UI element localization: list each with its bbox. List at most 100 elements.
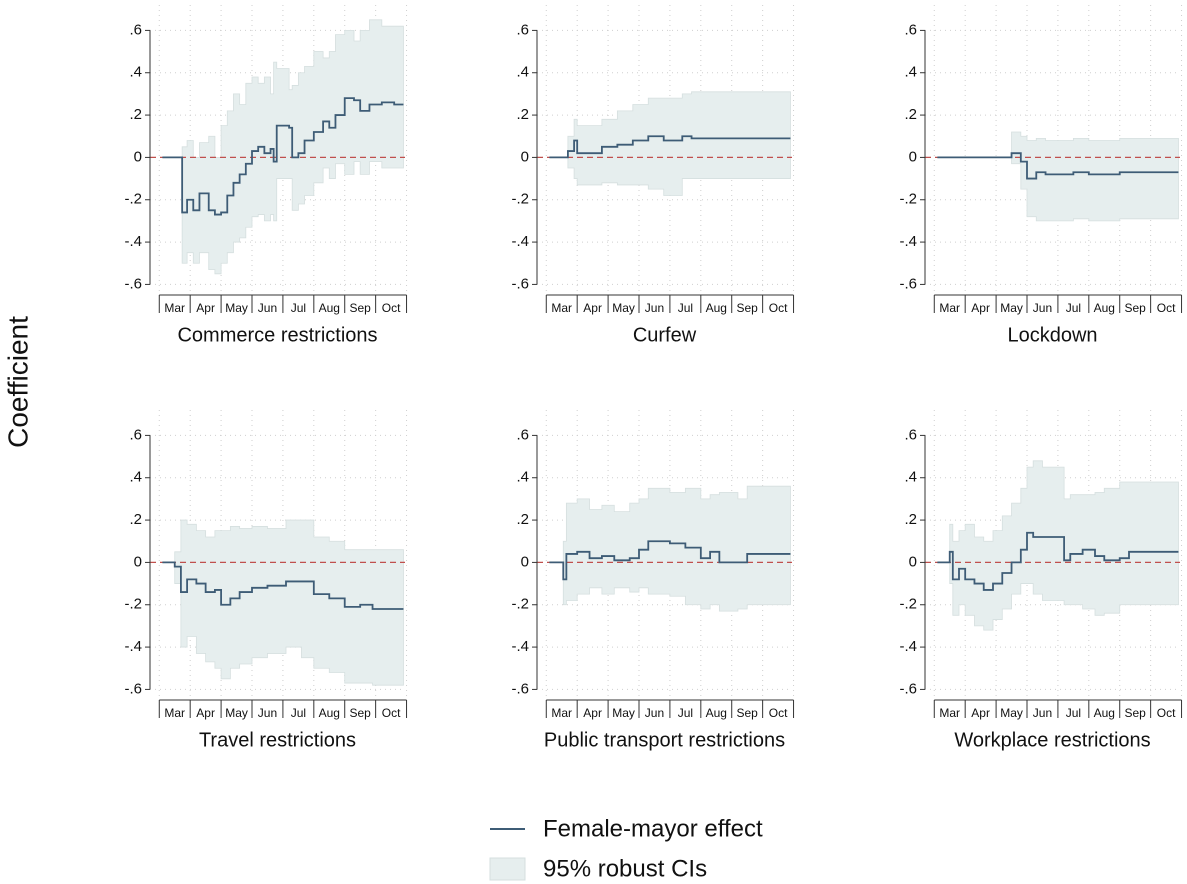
x-tick-label: Oct xyxy=(382,301,401,315)
y-tick-label: .4 xyxy=(516,469,529,486)
effect-line xyxy=(162,561,404,610)
x-tick-label: Jun xyxy=(645,706,664,720)
x-tick-label: Apr xyxy=(971,706,990,720)
x-tick-label: Aug xyxy=(319,301,340,315)
y-tick-label: -.6 xyxy=(511,680,529,697)
x-tick-label: Oct xyxy=(1157,706,1176,720)
x-tick-label: May xyxy=(1000,706,1023,720)
x-tick-label: Jul xyxy=(291,706,306,720)
y-tick-label: .4 xyxy=(129,469,142,486)
y-tick-label: .2 xyxy=(904,511,917,528)
y-tick-label: -.6 xyxy=(124,680,142,697)
ci-band xyxy=(162,519,404,686)
y-tick-label: 0 xyxy=(521,553,529,570)
x-tick-label: May xyxy=(612,706,635,720)
y-tick-label: -.2 xyxy=(899,596,917,613)
panel-title: Travel restrictions xyxy=(199,729,356,751)
effect-line xyxy=(549,540,791,581)
x-tick-label: Apr xyxy=(196,706,215,720)
y-tick-label: -.6 xyxy=(899,275,917,292)
y-tick-label: -.4 xyxy=(511,638,529,655)
x-tick-label: Mar xyxy=(551,301,572,315)
x-tick-label: Aug xyxy=(319,706,340,720)
y-tick-label: -.2 xyxy=(899,191,917,208)
x-tick-label: Aug xyxy=(706,706,727,720)
x-tick-label: Jun xyxy=(258,301,277,315)
y-tick-label: -.4 xyxy=(124,638,142,655)
ci-band xyxy=(549,91,791,196)
x-tick-label: Jul xyxy=(678,301,693,315)
x-tick-label: Aug xyxy=(1094,706,1115,720)
x-tick-label: Aug xyxy=(1094,301,1115,315)
panel-title: Lockdown xyxy=(1007,324,1097,346)
x-tick-label: Jul xyxy=(1066,706,1081,720)
x-tick-label: Apr xyxy=(196,301,215,315)
y-tick-label: -.4 xyxy=(124,233,142,250)
y-tick-label: .6 xyxy=(904,426,917,443)
y-tick-label: .2 xyxy=(516,106,529,123)
effect-line xyxy=(549,135,791,159)
y-tick-label: .6 xyxy=(904,21,917,38)
x-tick-label: Mar xyxy=(551,706,572,720)
y-tick-label: .4 xyxy=(904,469,917,486)
x-tick-label: Sep xyxy=(737,301,759,315)
x-tick-label: Jul xyxy=(291,301,306,315)
y-tick-label: .6 xyxy=(129,426,142,443)
y-tick-label: -.2 xyxy=(124,596,142,613)
x-tick-label: Apr xyxy=(583,301,602,315)
y-tick-label: -.2 xyxy=(511,596,529,613)
x-tick-label: Oct xyxy=(1157,301,1176,315)
panel-title: Commerce restrictions xyxy=(177,324,377,346)
x-tick-label: Mar xyxy=(939,706,960,720)
y-tick-label: -.4 xyxy=(511,233,529,250)
x-tick-label: Jun xyxy=(645,301,664,315)
panel-title: Workplace restrictions xyxy=(954,729,1150,751)
x-tick-label: Aug xyxy=(706,301,727,315)
x-tick-label: Jun xyxy=(258,706,277,720)
x-tick-label: Sep xyxy=(350,706,372,720)
y-tick-label: -.2 xyxy=(124,191,142,208)
x-tick-label: Sep xyxy=(1125,706,1147,720)
y-tick-label: .2 xyxy=(516,511,529,528)
x-tick-label: Jul xyxy=(678,706,693,720)
x-tick-label: May xyxy=(225,706,248,720)
y-tick-label: -.2 xyxy=(511,191,529,208)
x-tick-label: May xyxy=(1000,301,1023,315)
y-tick-label: .2 xyxy=(904,106,917,123)
y-tick-label: .4 xyxy=(129,64,142,81)
x-tick-label: Sep xyxy=(737,706,759,720)
x-tick-label: Sep xyxy=(350,301,372,315)
y-tick-label: -.4 xyxy=(899,638,917,655)
y-tick-label: .2 xyxy=(129,106,142,123)
y-tick-label: -.6 xyxy=(124,275,142,292)
panel-title: Public transport restrictions xyxy=(544,729,785,751)
y-tick-label: -.6 xyxy=(511,275,529,292)
legend-swatch xyxy=(489,857,526,881)
effect-line xyxy=(937,152,1179,180)
x-tick-label: Sep xyxy=(1125,301,1147,315)
y-tick-label: .4 xyxy=(904,64,917,81)
y-tick-label: 0 xyxy=(521,148,529,165)
y-tick-label: 0 xyxy=(134,553,142,570)
x-tick-label: Jun xyxy=(1033,301,1052,315)
y-tick-label: -.6 xyxy=(899,680,917,697)
ci-band xyxy=(549,485,791,612)
y-tick-label: .2 xyxy=(129,511,142,528)
y-tick-label: -.4 xyxy=(899,233,917,250)
x-tick-label: Jun xyxy=(1033,706,1052,720)
x-tick-label: Jul xyxy=(1066,301,1081,315)
x-tick-label: Oct xyxy=(382,706,401,720)
y-tick-label: 0 xyxy=(909,148,917,165)
y-tick-label: .6 xyxy=(516,21,529,38)
y-tick-label: .4 xyxy=(516,64,529,81)
ci-band xyxy=(162,19,404,275)
x-tick-label: Apr xyxy=(583,706,602,720)
panel-title: Curfew xyxy=(633,324,697,346)
y-tick-label: .6 xyxy=(516,426,529,443)
x-tick-label: Oct xyxy=(769,301,788,315)
y-tick-label: 0 xyxy=(134,148,142,165)
y-tick-label: .6 xyxy=(129,21,142,38)
effect-line xyxy=(937,531,1179,591)
effect-line xyxy=(162,97,404,216)
legend-label: 95% robust CIs xyxy=(543,855,707,882)
